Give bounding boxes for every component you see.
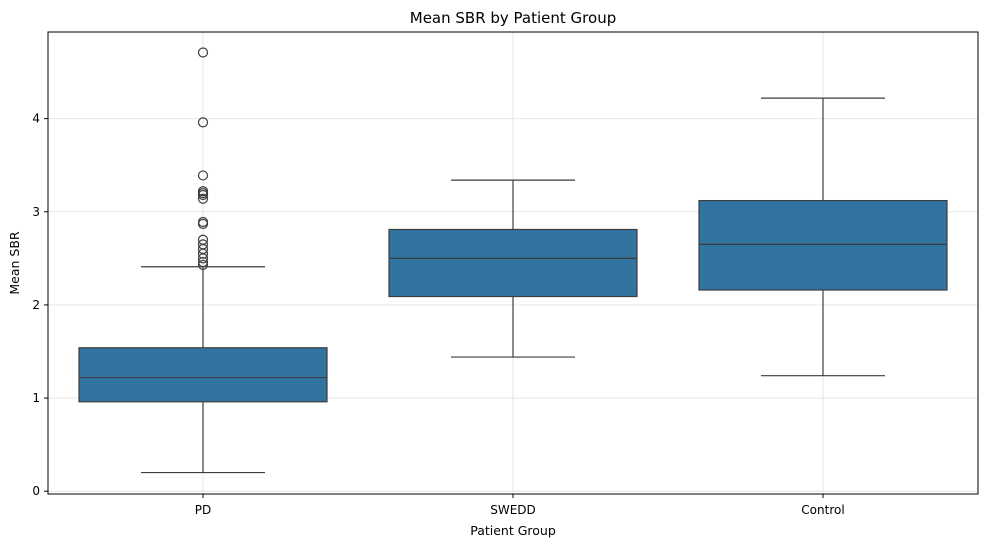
y-tick-label: 1 <box>32 391 40 405</box>
y-tick-label: 2 <box>32 298 40 312</box>
outlier-point <box>197 216 209 228</box>
y-tick-label: 3 <box>32 205 40 219</box>
box-group-swedd <box>388 179 638 358</box>
x-tick-label-pd: PD <box>195 503 211 517</box>
outlier-point <box>197 186 209 197</box>
outlier-point <box>197 259 209 270</box>
outlier-point <box>197 117 209 128</box>
axis-layer: 0 1 2 3 4 PD SWEDD Control <box>32 112 844 517</box>
iqr-box <box>388 228 638 298</box>
x-axis-label: Patient Group <box>470 523 556 538</box>
chart-title: Mean SBR by Patient Group <box>410 9 616 27</box>
box-layer <box>78 47 948 474</box>
outlier-point <box>197 47 209 58</box>
x-tick-label-control: Control <box>801 503 844 517</box>
box-group-pd <box>78 47 328 474</box>
outlier-point <box>197 256 209 268</box>
y-tick-label: 4 <box>32 112 40 126</box>
iqr-box <box>78 347 328 403</box>
outlier-point <box>197 193 209 204</box>
y-tick-label: 0 <box>32 484 40 498</box>
outlier-point <box>197 170 209 181</box>
y-axis-label: Mean SBR <box>7 231 22 295</box>
outlier-point <box>197 234 209 245</box>
iqr-box <box>698 199 948 291</box>
x-tick-label-swedd: SWEDD <box>490 503 536 517</box>
box-group-control <box>698 97 948 377</box>
outlier-point <box>197 239 209 250</box>
